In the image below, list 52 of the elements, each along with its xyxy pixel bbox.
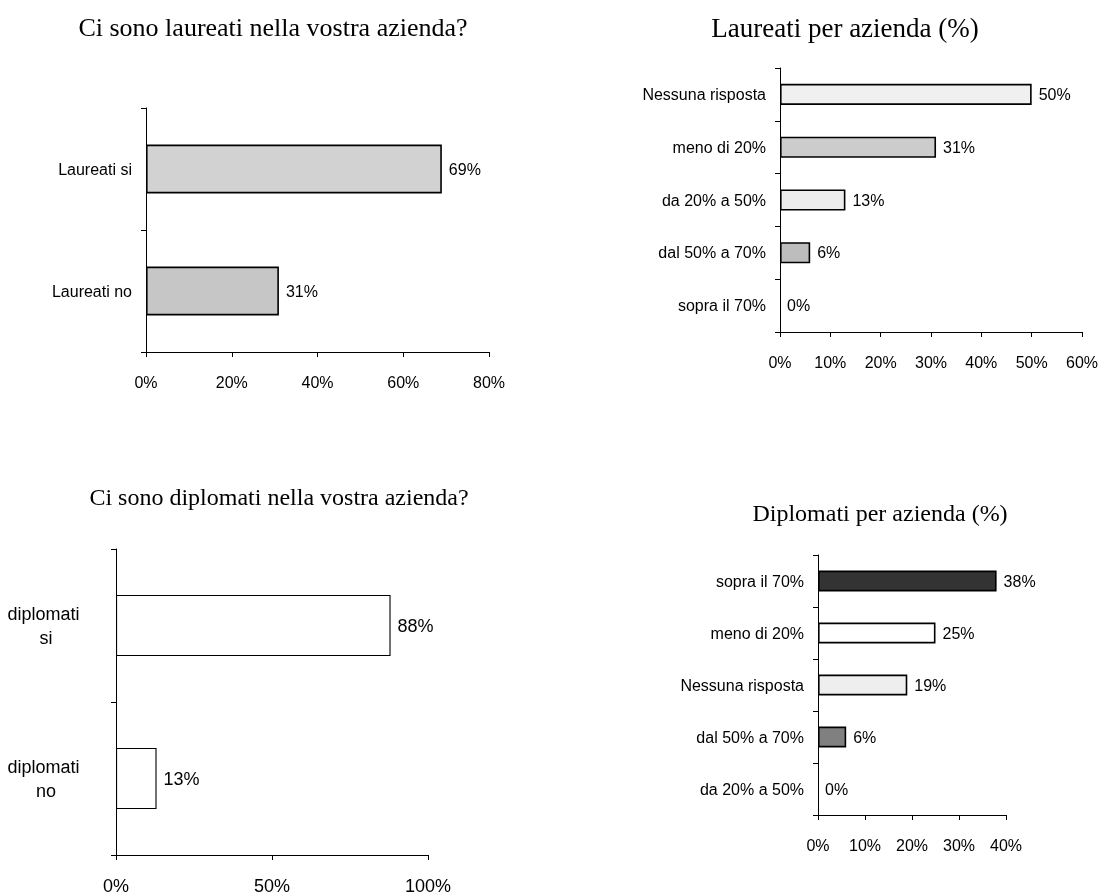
y-tick-label: sopra il 70%	[677, 297, 766, 315]
x-tick-label: 0%	[768, 353, 792, 371]
y-tick-label: sopra il 70%	[715, 572, 804, 590]
x-tick-label: 20%	[864, 353, 897, 371]
x-tick-label: 100%	[404, 876, 452, 896]
data-label: 13%	[852, 191, 885, 209]
x-tick-label: 40%	[965, 353, 998, 371]
data-label: 6%	[853, 728, 877, 746]
data-label: 88%	[397, 615, 434, 636]
x-tick-label: 50%	[253, 876, 291, 896]
data-label: 13%	[163, 768, 200, 789]
x-tick-label: 40%	[301, 373, 334, 391]
x-tick-label: 10%	[848, 836, 882, 854]
data-label: 19%	[914, 676, 947, 694]
x-tick-label: 10%	[814, 353, 847, 371]
y-tick-label: diplomati no	[7, 756, 85, 801]
x-tick-label: 30%	[914, 353, 948, 371]
x-tick-label: 0%	[134, 373, 158, 391]
chart-title: Ci sono laureati nella vostra azienda?	[78, 12, 468, 42]
x-tick-label: 30%	[942, 836, 976, 854]
y-tick-label: dal 50% a 70%	[658, 244, 766, 262]
data-label: 6%	[817, 244, 841, 262]
data-label: 0%	[825, 780, 849, 798]
data-label: 31%	[285, 282, 318, 300]
data-label: 25%	[942, 624, 975, 642]
x-tick-label: 0%	[806, 836, 830, 854]
y-tick-label: da 20% a 50%	[661, 191, 766, 209]
x-tick-label: 60%	[1065, 353, 1099, 371]
data-label: 38%	[1003, 572, 1036, 590]
y-tick-label: diplomati si	[7, 603, 85, 648]
y-tick-label: Laureati no	[51, 282, 133, 300]
data-label: 50%	[1038, 85, 1071, 103]
x-tick-label: 20%	[895, 836, 929, 854]
x-tick-label: 80%	[472, 373, 506, 391]
y-tick-label: Laureati si	[58, 160, 132, 178]
x-tick-label: 0%	[102, 876, 130, 896]
y-tick-label: Nessuna risposta	[642, 85, 767, 103]
x-tick-label: 50%	[1015, 353, 1048, 371]
x-tick-label: 20%	[215, 373, 248, 391]
x-tick-label: 60%	[387, 373, 420, 391]
y-tick-label: Nessuna risposta	[680, 676, 805, 694]
data-label: 0%	[787, 297, 811, 315]
chart-title: Laureati per azienda (%)	[711, 12, 979, 43]
x-tick-label: 40%	[989, 836, 1023, 854]
data-label: 31%	[943, 138, 976, 156]
y-tick-label: da 20% a 50%	[699, 780, 804, 798]
y-tick-label: meno di 20%	[672, 138, 766, 156]
y-tick-label: meno di 20%	[710, 624, 804, 642]
chart-title: Ci sono diplomati nella vostra azienda?	[89, 484, 469, 510]
y-tick-label: dal 50% a 70%	[696, 728, 804, 746]
data-label: 69%	[448, 160, 481, 178]
chart-title: Diplomati per azienda (%)	[752, 500, 1008, 526]
